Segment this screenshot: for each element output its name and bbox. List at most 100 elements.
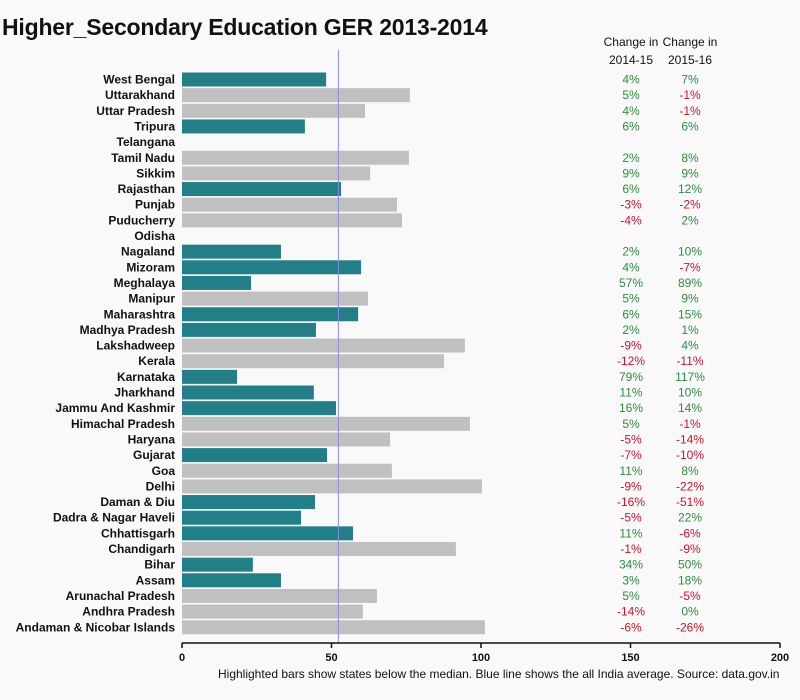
category-label: Punjab xyxy=(135,198,175,212)
change-value: 8% xyxy=(681,464,699,478)
category-label: Chhattisgarh xyxy=(101,526,175,540)
change-value: -14% xyxy=(617,605,645,619)
change-value: -7% xyxy=(620,448,642,462)
change-value: 11% xyxy=(619,464,642,478)
change-value: 2% xyxy=(681,213,699,227)
category-label: Tripura xyxy=(134,119,175,133)
change-value: 117% xyxy=(675,370,705,384)
change-value: -1% xyxy=(679,88,701,102)
change-value: 9% xyxy=(622,166,640,180)
category-label: Bihar xyxy=(144,558,175,572)
change-value: -1% xyxy=(679,417,701,431)
change-value: 5% xyxy=(622,589,640,603)
change-value: 6% xyxy=(681,119,699,133)
bar xyxy=(182,369,238,384)
bar xyxy=(182,322,316,337)
category-label: Uttar Pradesh xyxy=(96,104,175,118)
change-value: 11% xyxy=(619,526,642,540)
category-label: Jammu And Kashmir xyxy=(55,401,175,415)
change-value: 2% xyxy=(622,151,640,165)
change-value: 50% xyxy=(678,558,702,572)
bar xyxy=(182,557,253,572)
change-value: -5% xyxy=(620,432,642,446)
change-value: 3% xyxy=(622,573,640,587)
bar xyxy=(182,432,391,447)
bar xyxy=(182,166,371,181)
category-label: Delhi xyxy=(146,479,175,493)
bar xyxy=(182,244,281,259)
change-value: -6% xyxy=(620,620,642,634)
bar xyxy=(182,620,485,635)
column-header-line1: Change in xyxy=(662,35,718,49)
change-value: 5% xyxy=(622,417,640,431)
change-value: 7% xyxy=(681,73,699,87)
change-value: 89% xyxy=(678,276,702,290)
bar xyxy=(182,463,392,478)
column-header-line2: 2014-15 xyxy=(608,53,654,67)
bar xyxy=(182,385,314,400)
change-value: 16% xyxy=(619,401,643,415)
change-value: -1% xyxy=(620,542,642,556)
change-value: 4% xyxy=(622,260,640,274)
bar xyxy=(182,573,281,588)
category-label: Maharashtra xyxy=(104,307,176,321)
change-value: 0% xyxy=(681,605,699,619)
change-value: 5% xyxy=(622,88,640,102)
change-value: -9% xyxy=(679,542,701,556)
bar xyxy=(182,354,444,369)
bar xyxy=(182,588,377,603)
bar xyxy=(182,260,362,275)
category-label: Jharkhand xyxy=(114,386,175,400)
bar xyxy=(182,338,465,353)
category-label: Haryana xyxy=(128,432,176,446)
column-header-2014-15: Change in 2014-15 xyxy=(591,33,671,69)
change-value: -16% xyxy=(617,495,645,509)
change-value: 9% xyxy=(681,166,699,180)
category-label: Andhra Pradesh xyxy=(82,605,175,619)
bar xyxy=(182,197,397,212)
bar xyxy=(182,542,456,556)
change-value: 6% xyxy=(622,119,640,133)
category-label: Sikkim xyxy=(136,166,175,180)
change-value: 34% xyxy=(619,558,643,572)
change-value: -11% xyxy=(676,354,703,368)
change-value: -14% xyxy=(676,432,704,446)
bar xyxy=(182,150,409,165)
change-value: 2% xyxy=(622,323,640,337)
change-value: 79% xyxy=(619,370,643,384)
change-value: 15% xyxy=(678,307,702,321)
x-tick-label: 200 xyxy=(771,652,789,664)
change-value: -9% xyxy=(620,339,642,353)
change-value: -3% xyxy=(620,198,642,212)
category-label: Goa xyxy=(152,464,176,478)
chart-caption: Highlighted bars show states below the m… xyxy=(218,667,780,681)
change-value: -5% xyxy=(679,589,701,603)
bar xyxy=(182,604,363,619)
change-value: -7% xyxy=(679,260,701,274)
category-label: Chandigarh xyxy=(108,542,175,556)
column-header-line1: Change in xyxy=(603,35,659,49)
x-tick-label: 100 xyxy=(472,652,490,664)
bar xyxy=(182,182,342,197)
bar xyxy=(182,103,365,118)
category-label: Madhya Pradesh xyxy=(80,323,175,337)
category-label: Telangana xyxy=(117,135,176,149)
bar xyxy=(182,213,403,228)
change-value: 9% xyxy=(681,292,699,306)
change-value: -9% xyxy=(620,479,642,493)
change-value: 6% xyxy=(622,307,640,321)
change-value: -51% xyxy=(676,495,704,509)
change-value: -26% xyxy=(676,620,704,634)
category-label: Rajasthan xyxy=(118,182,175,196)
change-value: 6% xyxy=(622,182,640,196)
column-header-line2: 2015-16 xyxy=(667,53,713,67)
change-value: -22% xyxy=(676,479,704,493)
bar xyxy=(182,416,470,431)
column-header-2015-16: Change in 2015-16 xyxy=(650,33,730,69)
category-label: Nagaland xyxy=(121,245,175,259)
change-value: 4% xyxy=(622,73,640,87)
category-label: Karnataka xyxy=(117,370,175,384)
change-value: 2% xyxy=(622,245,640,259)
category-label: Dadra & Nagar Haveli xyxy=(53,511,175,525)
bar xyxy=(182,72,327,87)
